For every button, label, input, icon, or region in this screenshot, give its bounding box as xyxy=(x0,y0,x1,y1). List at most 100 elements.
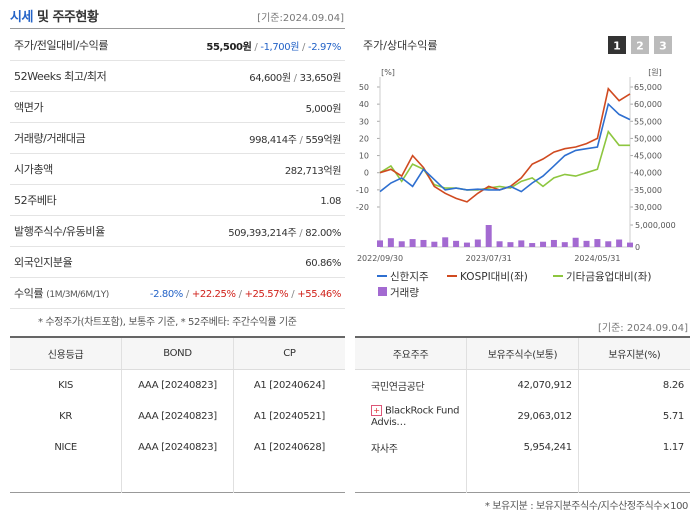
table-row: + BlackRock Fund Advis… 29,063,012 5.71 xyxy=(355,401,690,432)
y-unit: [%] xyxy=(381,68,395,77)
summary-row: 외국인지분율 60.86% xyxy=(10,247,345,278)
summary-row: 액면가 5,000원 xyxy=(10,92,345,123)
y-tick-label: 0 xyxy=(364,169,369,178)
table-row: KIS AAA [20240823] A1 [20240624] xyxy=(10,369,345,401)
note: * 보유지분 : 보유지분주식수/지수산정주식수×100 xyxy=(484,501,689,512)
tab-label[interactable]: 3 xyxy=(659,40,667,53)
y2-tick-label: 30,000 xyxy=(634,203,662,212)
volume-bar xyxy=(605,241,612,247)
value-part: -2.97% xyxy=(308,41,341,53)
empty-row xyxy=(10,463,345,493)
table-row: NICE AAA [20240823] A1 [20240628] xyxy=(10,432,345,463)
cell-text: A1 [20240521] xyxy=(253,411,325,422)
cell xyxy=(355,463,467,493)
volume-bar xyxy=(442,237,449,247)
table-row: 국민연금공단 42,070,912 8.26 xyxy=(355,369,690,401)
row-label: 외국인지분율 xyxy=(14,254,73,270)
tab[interactable] xyxy=(631,36,649,54)
volume-bar xyxy=(561,242,568,247)
header-row: 주요주주 보유주식수(보통) 보유지분(%) xyxy=(355,337,690,370)
divider xyxy=(10,28,345,29)
title-rest: 및 주주현황 xyxy=(36,10,99,25)
x-tick-label: 2023/07/31 xyxy=(466,254,512,263)
value-part: / xyxy=(299,227,303,239)
volume-bar xyxy=(572,237,579,247)
table-row: 자사주 5,954,241 1.17 xyxy=(355,432,690,463)
value-part: / xyxy=(185,288,189,300)
value-part: 60.86% xyxy=(305,257,341,269)
legend-label: KOSPI대비(좌) xyxy=(460,271,528,283)
cell-text: 8.26 xyxy=(662,380,684,391)
row-label: 52Weeks 최고/최저 xyxy=(14,68,107,84)
cell-text: 29,063,012 xyxy=(517,411,573,422)
y-tick-label: 30 xyxy=(359,117,369,126)
value-part: / xyxy=(291,288,295,300)
header-row: 신용등급 BOND CP xyxy=(10,337,345,370)
row-label: 주가/전일대비/수익률 xyxy=(14,37,108,53)
rating-table: 신용등급 BOND CP KIS AAA [20240823] A1 [20240624]… xyxy=(10,336,345,493)
volume-bar xyxy=(387,238,394,247)
y-tick-label: 40 xyxy=(359,100,369,109)
label: 수익률 xyxy=(14,287,44,300)
cell-text: 1.17 xyxy=(662,442,684,453)
value-part: 82.00% xyxy=(305,227,341,239)
expand-icon[interactable]: + xyxy=(371,405,382,417)
column-header: 보유지분(%) xyxy=(577,337,690,370)
value-part: / xyxy=(302,41,306,53)
chart-title: 주가/상대수익률 xyxy=(363,39,438,52)
empty-row xyxy=(355,463,690,493)
table-row: KR AAA [20240823] A1 [20240521] xyxy=(10,401,345,432)
summary-row: 주가/전일대비/수익률 55,500원 / -1,700원 / -2.97% xyxy=(10,30,345,61)
row-label: 액면가 xyxy=(14,99,44,115)
row-value: 64,600원/33,650원 xyxy=(246,69,341,84)
column-header: 주요주주 xyxy=(355,337,467,370)
section-title: 시세 및 주주현황 xyxy=(10,6,99,25)
date: [기준: 2024.09.04] xyxy=(597,323,688,334)
summary-row: 수익률 (1M/3M/6M/1Y) -2.80% / +22.25% / +25.57% /… xyxy=(10,278,345,309)
volume-bar xyxy=(583,240,590,247)
row-value: 60.86% xyxy=(302,256,341,269)
tab[interactable] xyxy=(608,36,626,54)
cell: 5,954,241 xyxy=(466,432,579,463)
volume-bar xyxy=(398,241,405,247)
tab-label[interactable]: 1 xyxy=(613,40,621,53)
y-tick-label: 20 xyxy=(359,134,369,143)
cell: AAA [20240823] xyxy=(121,401,234,432)
series-line xyxy=(379,87,631,203)
column-header: CP xyxy=(232,337,345,370)
x-tick-label: 2024/05/31 xyxy=(574,254,620,263)
y-tick-label: -10 xyxy=(356,186,369,195)
series-line xyxy=(379,102,631,193)
cell: A1 [20240624] xyxy=(232,369,345,401)
label: 52Weeks 최고/최저 xyxy=(14,70,107,83)
value-part: -2.80% xyxy=(149,288,183,300)
note: * 수정주가(차트포함), 보통주 기준, * 52주베타: 주간수익률 기준 xyxy=(38,317,297,328)
volume-tick-label: 0 xyxy=(635,243,640,252)
summary-row: 발행주식수/유동비율 509,393,214주/82.00% xyxy=(10,216,345,247)
cell-text: KR xyxy=(59,411,73,422)
row-value: 55,500원 / -1,700원 / -2.97% xyxy=(203,38,341,53)
volume-bar xyxy=(518,240,525,247)
legend-label: 거래량 xyxy=(390,287,419,299)
tab-label[interactable]: 2 xyxy=(636,40,644,53)
value-part: 1.08 xyxy=(320,195,341,207)
row-value: 1.08 xyxy=(317,194,341,207)
cell-text: 42,070,912 xyxy=(517,380,573,391)
legend-swatch xyxy=(378,287,387,296)
cell-text: BlackRock Fund Advis… xyxy=(371,405,460,428)
x-tick-label: 2022/09/30 xyxy=(357,254,403,263)
value-part: 509,393,214주 xyxy=(228,227,297,239)
summary-row: 52주베타 1.08 xyxy=(10,185,345,216)
tab[interactable] xyxy=(654,36,672,54)
volume-bar xyxy=(420,239,427,247)
value-part: 33,650원 xyxy=(299,72,342,84)
row-value: 509,393,214주/82.00% xyxy=(225,224,341,239)
cell xyxy=(121,463,234,493)
row-label: 발행주식수/유동비율 xyxy=(14,223,105,239)
value-part: +55.46% xyxy=(297,288,341,300)
cell-text: 국민연금공단 xyxy=(371,382,425,393)
cell: AAA [20240823] xyxy=(121,432,234,463)
cell xyxy=(232,463,345,493)
title-main: 시세 xyxy=(10,10,33,25)
